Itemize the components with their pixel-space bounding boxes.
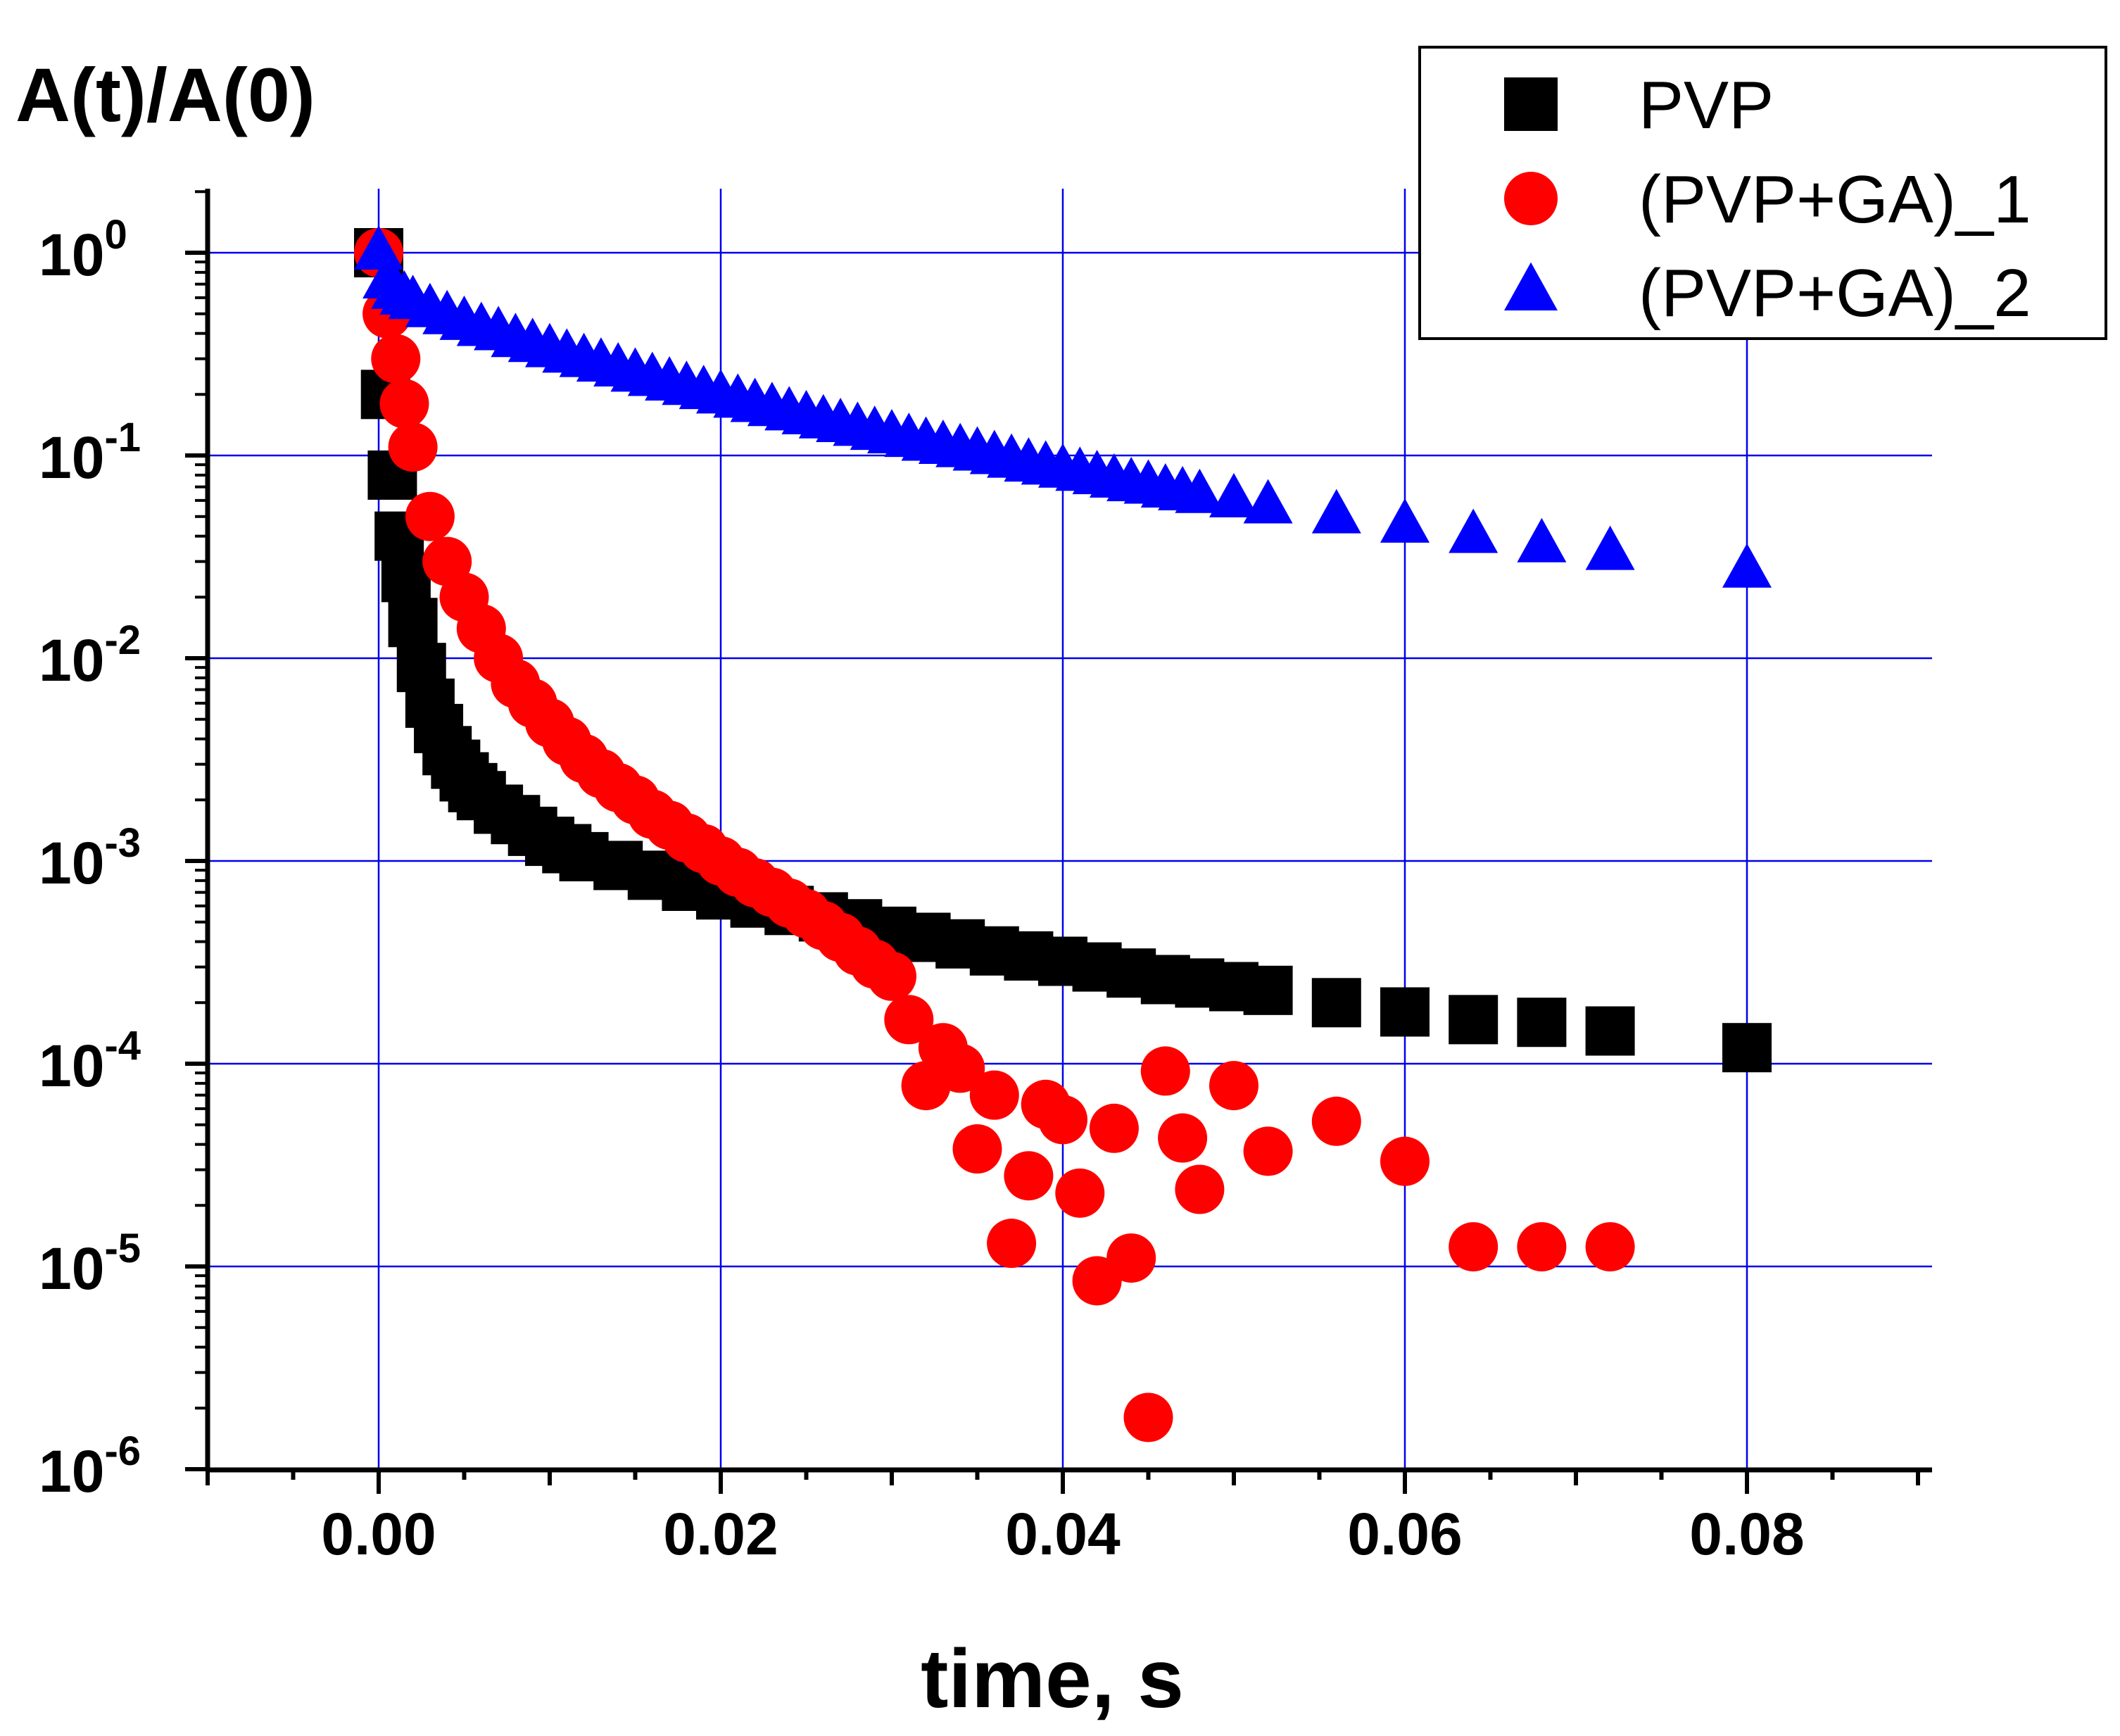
triangle-point [1585,525,1635,570]
circle-point [1038,1095,1087,1145]
x-tick-label: 0.00 [321,1501,436,1567]
square-point [1311,978,1361,1028]
circle-point [379,379,429,429]
circle-point [1158,1113,1208,1163]
y-tick-base: 10 [39,830,104,896]
circle-point [1106,1233,1156,1283]
triangle-point [1243,479,1293,524]
circle-point [1585,1222,1635,1272]
circle-point [867,951,916,1001]
circle-point [1175,1164,1225,1214]
y-tick-exponent: -2 [104,617,141,663]
x-axis-label: time, s [921,1633,1184,1725]
y-tick-base: 10 [39,627,104,693]
circle-point [1517,1222,1567,1272]
triangle-point [354,225,403,270]
square-point [1449,995,1498,1045]
triangle-point [1449,508,1498,553]
circle-point [969,1070,1019,1120]
triangle-point [1380,498,1430,543]
y-tick-exponent: -3 [104,820,141,866]
legend-label: (PVP+GA)_2 [1639,256,2031,331]
plot-area [354,225,1772,1442]
y-tick-base: 10 [39,222,104,288]
series-triangle [354,225,1772,588]
y-tick-label: 10-2 [39,617,141,693]
series-square [354,228,1772,1073]
y-tick-label: 10-6 [39,1428,141,1504]
y-tick-exponent: -5 [104,1226,141,1271]
axes: 0.00 0.02 0.04 0.06 0.0810010-110-210-310-41… [39,189,1932,1567]
y-tick-label: 10-5 [39,1226,141,1302]
circle-point [1380,1136,1430,1186]
circle-point [952,1124,1002,1174]
circle-point [935,1043,985,1093]
circle-point [1089,1103,1139,1153]
circle-point [371,334,421,384]
legend-square-marker [1504,77,1558,131]
circle-point [405,491,455,541]
series-circle [354,228,1635,1442]
square-point [1243,965,1293,1015]
legend-label: PVP [1639,68,1774,143]
y-tick-exponent: -6 [104,1428,141,1474]
circle-point [1055,1168,1105,1218]
triangle-point [1311,489,1361,534]
x-tick-label: 0.06 [1347,1501,1463,1567]
y-tick-base: 10 [39,424,104,491]
circle-point [1449,1222,1498,1272]
y-tick-label: 10-4 [39,1023,141,1099]
triangle-point [1175,468,1225,513]
legend-triangle-marker [1504,262,1558,310]
y-tick-label: 100 [39,212,127,288]
circle-point [987,1219,1037,1269]
square-point [1517,998,1567,1048]
y-tick-base: 10 [39,1033,104,1099]
circle-point [1140,1046,1190,1096]
triangle-point [1209,472,1258,517]
square-point [1722,1023,1772,1073]
triangle-point [1722,543,1772,588]
y-tick-base: 10 [39,1235,104,1302]
circle-point [1311,1096,1361,1146]
y-tick-base: 10 [39,1438,104,1504]
y-tick-exponent: 0 [104,212,127,258]
circle-point [1209,1061,1258,1111]
circle-point [884,995,934,1045]
y-tick-exponent: -4 [104,1023,141,1069]
square-point [1585,1006,1635,1056]
circle-point [388,422,438,472]
legend: PVP (PVP+GA)_1 (PVP+GA)_2 [1418,46,2107,340]
square-point [388,598,438,648]
y-tick-exponent: -1 [104,415,141,460]
x-tick-label: 0.08 [1689,1501,1805,1567]
y-tick-label: 10-3 [39,820,141,896]
circle-point [1123,1392,1173,1442]
circle-point [1243,1126,1293,1176]
square-point [1380,987,1430,1037]
x-tick-label: 0.02 [663,1501,778,1567]
legend-label: (PVP+GA)_1 [1639,162,2031,237]
x-tick-label: 0.04 [1005,1501,1121,1567]
circle-point [1004,1151,1054,1201]
triangle-point [1517,517,1567,562]
legend-circle-marker [1504,172,1558,225]
y-tick-label: 10-1 [39,415,141,491]
y-axis-label: A(t)/A(0) [15,52,315,137]
